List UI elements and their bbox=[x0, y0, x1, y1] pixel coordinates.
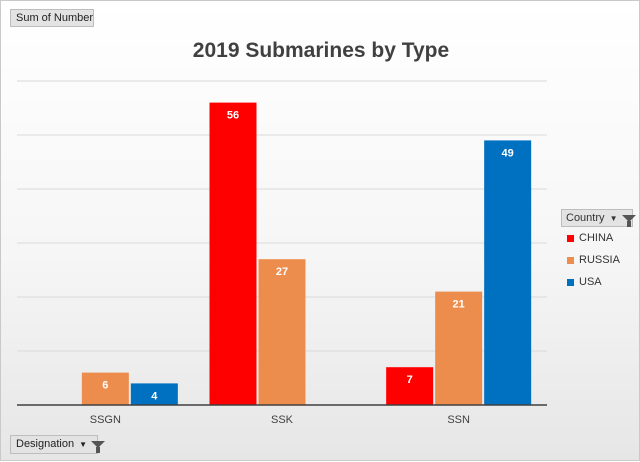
data-label: 56 bbox=[227, 110, 239, 122]
legend-item-usa[interactable]: USA bbox=[561, 271, 633, 293]
legend-items: CHINA RUSSIA USA bbox=[561, 227, 633, 293]
data-label: 7 bbox=[407, 374, 413, 386]
bar-china-ssk[interactable] bbox=[209, 102, 257, 405]
x-tick-label: SSK bbox=[271, 414, 294, 426]
chart-title: 2019 Submarines by Type bbox=[192, 39, 450, 62]
filter-funnel-icon[interactable] bbox=[621, 214, 636, 227]
values-field-label: Sum of Number bbox=[16, 12, 94, 24]
bar-russia-ssk[interactable] bbox=[258, 259, 306, 405]
legend-swatch bbox=[567, 234, 574, 242]
data-label: 49 bbox=[502, 147, 514, 159]
legend-item-russia[interactable]: RUSSIA bbox=[561, 249, 633, 271]
legend: Country ▼ CHINA RUSSIA USA bbox=[561, 209, 636, 293]
x-tick-label: SSN bbox=[447, 414, 470, 426]
data-label: 21 bbox=[453, 299, 465, 311]
bar-russia-ssgn[interactable] bbox=[81, 372, 129, 405]
legend-label: RUSSIA bbox=[579, 254, 620, 266]
legend-swatch bbox=[567, 256, 574, 264]
data-label: 27 bbox=[276, 266, 288, 278]
legend-swatch bbox=[567, 278, 574, 286]
data-label: 4 bbox=[151, 390, 158, 402]
legend-label: CHINA bbox=[579, 232, 614, 244]
x-tick-label: SSGN bbox=[90, 414, 121, 426]
legend-field-button[interactable]: Country ▼ bbox=[561, 209, 636, 227]
filter-funnel-icon[interactable] bbox=[91, 440, 106, 453]
axis-field-button[interactable]: Designation ▼ bbox=[10, 435, 106, 454]
values-field-button[interactable]: Sum of Number bbox=[10, 9, 94, 27]
bar-china-ssn[interactable] bbox=[386, 367, 434, 405]
legend-label: USA bbox=[579, 276, 602, 288]
dropdown-arrow-icon[interactable]: ▼ bbox=[79, 440, 88, 449]
axis-field-label: Designation bbox=[16, 438, 75, 450]
bar-usa-ssgn[interactable] bbox=[130, 383, 178, 405]
data-label: 6 bbox=[102, 380, 108, 392]
legend-field-label: Country bbox=[566, 212, 605, 224]
bar-russia-ssn[interactable] bbox=[435, 291, 483, 405]
legend-item-china[interactable]: CHINA bbox=[561, 227, 633, 249]
dropdown-arrow-icon[interactable]: ▼ bbox=[609, 214, 618, 223]
bar-usa-ssn[interactable] bbox=[484, 140, 532, 405]
